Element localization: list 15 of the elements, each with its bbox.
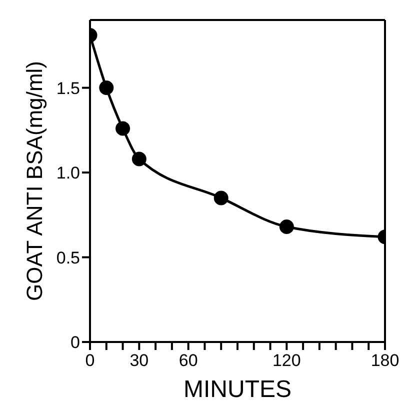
point bbox=[214, 190, 228, 206]
x-tick-label: 180 bbox=[370, 351, 400, 370]
point bbox=[132, 152, 146, 166]
y-tick-label: 1.0 bbox=[56, 164, 80, 183]
x-tick-label: 0 bbox=[85, 351, 95, 370]
point bbox=[116, 121, 130, 136]
x-tick-label: 60 bbox=[178, 351, 198, 370]
point bbox=[99, 80, 114, 96]
y-tick-label: 0 bbox=[70, 333, 80, 352]
x-tick-label: 120 bbox=[272, 351, 301, 370]
x-axis-title: MINUTES bbox=[184, 376, 292, 404]
y-axis-title: GOAT ANTI BSA(mg/ml) bbox=[22, 61, 47, 301]
x-tick-label: 30 bbox=[130, 351, 149, 370]
y-tick-label: 0.5 bbox=[56, 248, 80, 268]
y-tick-label: 1.5 bbox=[56, 78, 80, 98]
